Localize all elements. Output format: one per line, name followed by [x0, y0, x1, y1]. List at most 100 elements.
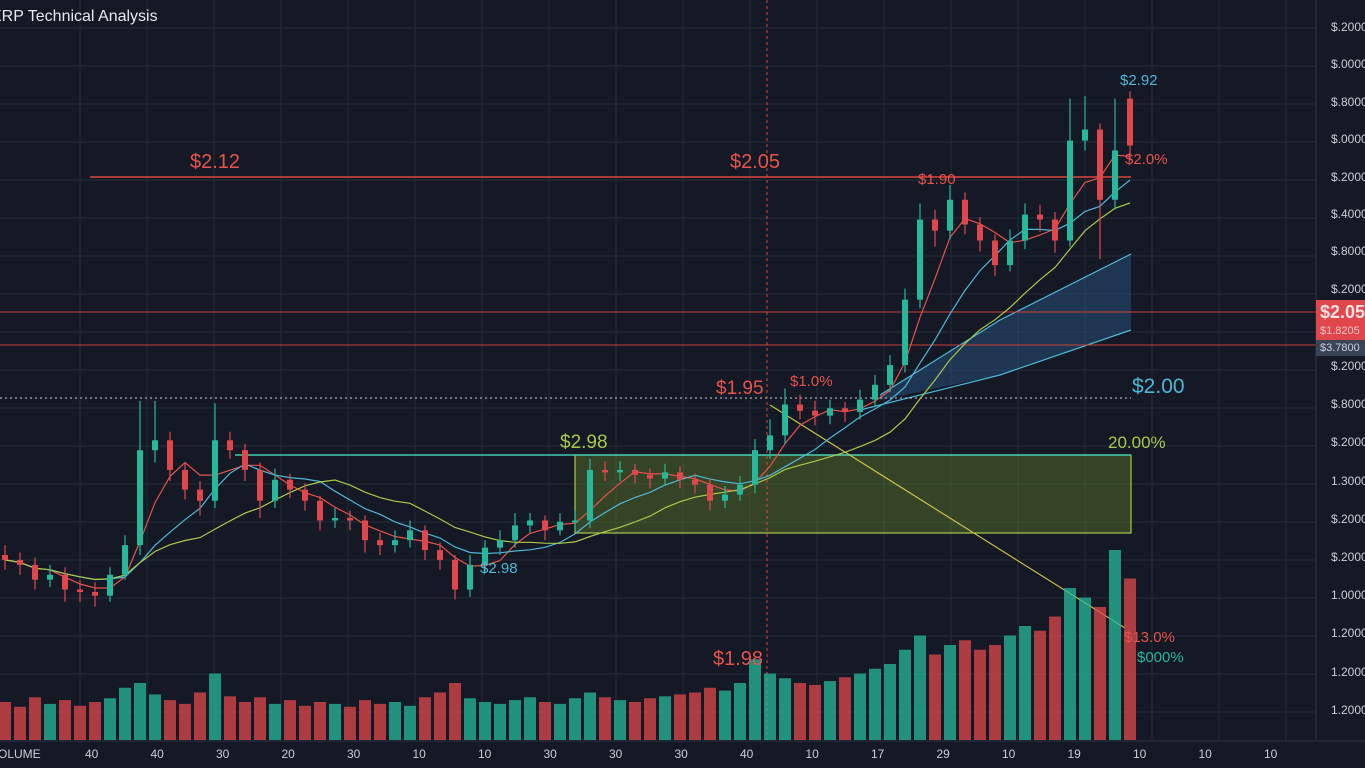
volume-bar — [989, 645, 1001, 740]
volume-bar — [89, 702, 101, 740]
volume-bar — [794, 683, 806, 740]
volume-bar — [659, 696, 671, 740]
moving-averages — [4, 154, 1131, 589]
annotation-label: $2.98 — [560, 432, 608, 453]
volume-bar — [299, 705, 311, 740]
candle-body — [347, 518, 353, 521]
time-tick-label: 30 — [543, 747, 557, 761]
candle-body — [857, 399, 863, 412]
candle-body — [212, 440, 218, 501]
volume-bar — [854, 673, 866, 740]
candle-body — [917, 219, 923, 300]
candle-body — [92, 592, 98, 596]
volume-bar — [1109, 550, 1121, 740]
candle-body — [647, 474, 653, 479]
volume-bar — [1049, 616, 1061, 740]
candle-body — [167, 440, 173, 470]
candle-body — [782, 404, 788, 436]
annotation-label: $2.05 — [730, 151, 781, 173]
candle-body — [482, 547, 488, 565]
volume-bar — [1064, 588, 1076, 740]
volume-bar — [704, 687, 716, 740]
annotation-label: $13.0% — [1124, 629, 1175, 646]
time-tick-label: 17 — [871, 747, 885, 761]
candle-body — [752, 450, 758, 485]
candle-body — [152, 440, 158, 451]
volume-bar — [509, 700, 521, 740]
annotation-label: $2.0% — [1125, 151, 1168, 168]
volume-bar — [629, 702, 641, 740]
annotation-label: $1.0% — [790, 373, 833, 390]
time-tick-label: 10 — [805, 747, 819, 761]
candle-body — [17, 559, 23, 565]
candles — [2, 91, 1133, 607]
time-tick-label: 10 — [412, 747, 426, 761]
volume-bar — [539, 702, 551, 740]
annotation-label: 20.00% — [1108, 433, 1166, 452]
volume-bars — [0, 550, 1136, 740]
time-tick-label: 10 — [1264, 747, 1278, 761]
candle-body — [257, 469, 263, 501]
candle-body — [32, 564, 38, 580]
volume-bar — [929, 654, 941, 740]
volume-bar — [389, 702, 401, 740]
candle-body — [467, 564, 473, 590]
chart-title: XRP Technical Analysis — [0, 8, 158, 25]
time-tick-label: 19 — [1067, 747, 1081, 761]
candle-body — [1082, 129, 1088, 141]
volume-bar — [1034, 630, 1046, 740]
candle-body — [392, 540, 398, 546]
candle-body — [977, 224, 983, 241]
time-tick-label: 10 — [1002, 747, 1016, 761]
volume-bar — [44, 703, 56, 740]
candle-body — [587, 469, 593, 521]
candle-body — [572, 520, 578, 523]
volume-bar — [284, 700, 296, 740]
candle-body — [77, 589, 83, 592]
price-tick-label: $.8000 — [1331, 95, 1365, 109]
time-tick-label: 10 — [1198, 747, 1212, 761]
candle-body — [692, 479, 698, 485]
volume-bar — [104, 698, 116, 740]
volume-bar — [404, 705, 416, 740]
candle-body — [962, 199, 968, 225]
candle-body — [302, 489, 308, 501]
volume-bar — [329, 703, 341, 740]
candle-body — [662, 472, 668, 479]
candle-body — [1022, 214, 1028, 241]
time-tick-label: 29 — [936, 747, 950, 761]
candle-body — [497, 540, 503, 548]
candle-body — [542, 520, 548, 531]
candle-body — [737, 484, 743, 495]
annotation-label: $2.12 — [190, 151, 241, 173]
price-tick-label: $.4000 — [1331, 207, 1365, 221]
volume-bar — [1094, 607, 1106, 740]
candle-body — [332, 518, 338, 521]
candle-body — [1127, 98, 1133, 146]
candle-body — [47, 574, 53, 580]
candle-body — [422, 530, 428, 551]
price-tick-label: $.0000 — [1331, 132, 1365, 146]
volume-bar — [764, 673, 776, 740]
moving-average-line — [4, 179, 1131, 581]
volume-bar — [884, 664, 896, 740]
candle-body — [122, 545, 128, 575]
volume-bar — [644, 698, 656, 740]
price-tick-label: 1.3000 — [1331, 474, 1365, 488]
annotation-label: $2.92 — [1120, 72, 1158, 89]
volume-bar — [779, 678, 791, 740]
volume-bar — [899, 649, 911, 740]
volume-bar — [1079, 597, 1091, 740]
price-tag-sub: $1.8205 — [1316, 324, 1365, 340]
price-tick-label: $.8000 — [1331, 397, 1365, 411]
volume-bar — [149, 694, 161, 740]
time-tick-label: 30 — [216, 747, 230, 761]
annotation-label: $2.00 — [1132, 375, 1185, 398]
volume-bar — [74, 705, 86, 740]
candle-body — [557, 521, 563, 531]
candle-body — [992, 240, 998, 266]
volume-bar — [269, 703, 281, 740]
candle-body — [812, 410, 818, 416]
candle-body — [182, 469, 188, 490]
